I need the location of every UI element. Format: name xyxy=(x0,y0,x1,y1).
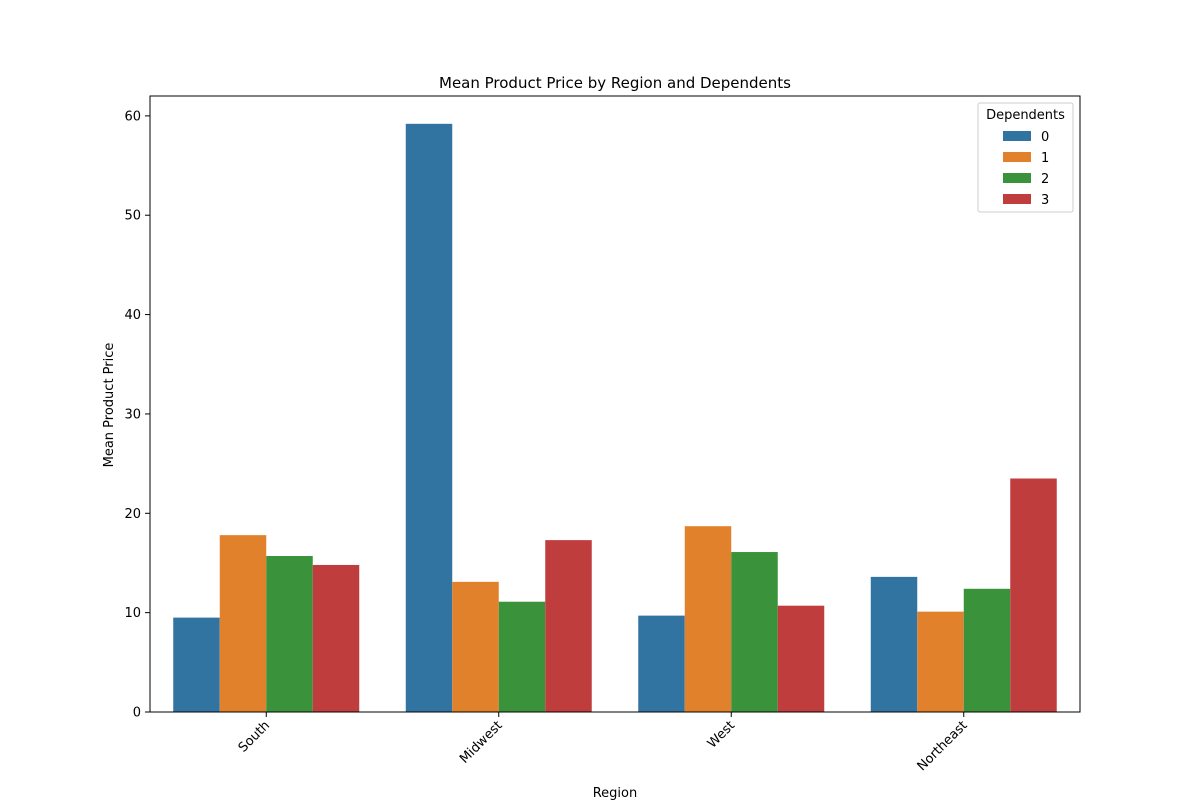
legend-swatch-3 xyxy=(1003,194,1031,204)
bar-west-dependents-0 xyxy=(638,615,685,712)
y-tick-label: 0 xyxy=(133,706,141,721)
bar-midwest-dependents-1 xyxy=(452,581,499,712)
bar-south-dependents-0 xyxy=(173,617,220,712)
bar-south-dependents-2 xyxy=(266,556,313,712)
x-axis: South Midwest West Northeast xyxy=(236,712,971,774)
y-tick-label: 30 xyxy=(124,407,141,422)
bar-northeast-dependents-1 xyxy=(917,611,964,712)
legend-label-1: 1 xyxy=(1041,151,1049,166)
bar-midwest-dependents-3 xyxy=(545,540,592,712)
x-tick-label-south: South xyxy=(236,718,273,755)
legend-title: Dependents xyxy=(986,108,1065,123)
bars-group xyxy=(173,123,1057,713)
plot-area-frame xyxy=(149,95,1081,713)
legend-label-2: 2 xyxy=(1041,172,1049,187)
bar-midwest-dependents-0 xyxy=(405,123,453,713)
chart-title: Mean Product Price by Region and Depende… xyxy=(439,74,791,92)
y-tick-label: 60 xyxy=(124,109,141,124)
bar-south-dependents-1 xyxy=(219,535,267,712)
y-tick-label: 40 xyxy=(124,308,141,323)
legend-label-0: 0 xyxy=(1041,130,1049,145)
legend-swatch-2 xyxy=(1003,173,1031,183)
y-tick-label: 20 xyxy=(124,507,141,522)
bar-south-dependents-3 xyxy=(312,564,360,712)
y-tick-label: 50 xyxy=(124,209,141,224)
bar-northeast-dependents-2 xyxy=(963,588,1011,712)
x-axis-label: Region xyxy=(593,786,638,800)
legend-swatch-1 xyxy=(1003,152,1031,162)
x-tick-label-northeast: Northeast xyxy=(915,718,971,774)
y-axis-label: Mean Product Price xyxy=(102,343,117,468)
bar-northeast-dependents-3 xyxy=(1010,478,1057,712)
x-tick-label-midwest: Midwest xyxy=(457,718,506,767)
bar-northeast-dependents-0 xyxy=(870,576,918,712)
bar-west-dependents-3 xyxy=(777,605,825,712)
legend-label-3: 3 xyxy=(1041,193,1049,208)
x-tick-label-west: West xyxy=(705,718,738,751)
bar-west-dependents-2 xyxy=(731,552,778,712)
legend: Dependents 0 1 2 3 xyxy=(977,102,1074,213)
y-tick-label: 10 xyxy=(124,606,141,621)
y-axis: 0 10 20 30 40 50 60 xyxy=(124,109,150,721)
legend-swatch-0 xyxy=(1003,131,1031,141)
bar-west-dependents-1 xyxy=(684,526,732,712)
bar-midwest-dependents-2 xyxy=(498,601,546,712)
